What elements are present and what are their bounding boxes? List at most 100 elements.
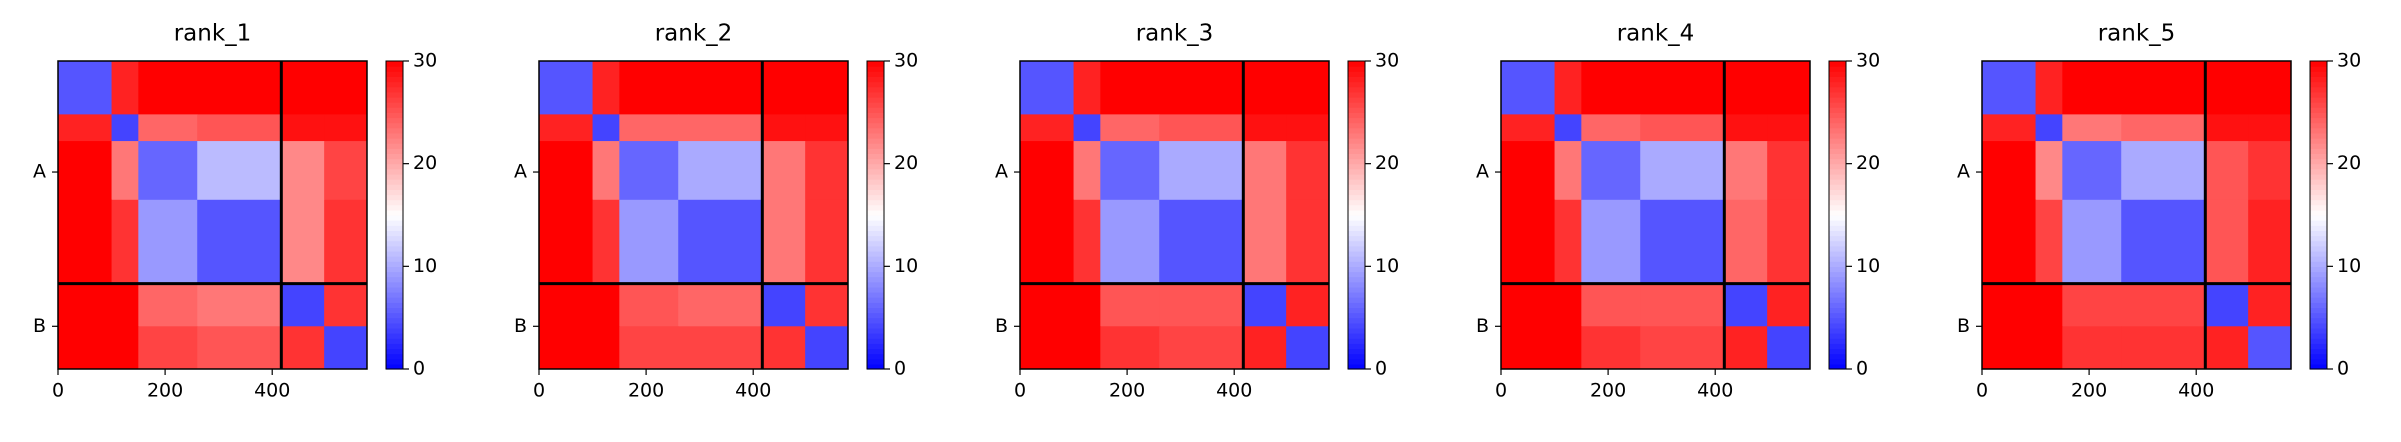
panel: rank_5 0 200 400 A B 0 10 20 30 [1957,21,2361,402]
heatmap-cell [2035,326,2063,370]
heatmap-cell [762,199,806,285]
heatmap-cell [197,326,282,370]
heatmap-cell [805,326,849,370]
colorbar-segment [1829,76,1846,83]
colorbar-segment [867,199,884,206]
colorbar-segment [386,312,403,319]
colorbar-segment [867,281,884,288]
heatmap-cell [197,114,282,142]
colorbar-frame [2309,60,2328,370]
x-tick-label: 0 [52,380,64,402]
colorbar-segment [1348,107,1365,113]
heatmap-cell [197,61,282,115]
colorbar-segment [386,184,403,190]
colorbar-segment [386,148,403,154]
colorbar-segment [867,317,884,324]
heatmap-cell [1243,283,1287,327]
heatmap-cell [1640,326,1725,370]
heatmap-cell [2248,61,2292,115]
colorbar-segment [867,66,884,72]
heatmap-cell [197,199,282,285]
x-tick-label: 200 [147,380,183,402]
colorbar-segment [2310,86,2327,93]
colorbar-segment [386,281,403,288]
colorbar-segment [1348,112,1365,119]
heatmap-cell [58,199,113,285]
heatmap-cell [1073,61,1101,115]
heatmap-cell [111,114,139,142]
heatmap-cell [762,326,806,370]
heatmap-cell [281,141,325,201]
colorbar-segment [1348,333,1365,339]
colorbar-segment [386,138,403,144]
colorbar-segment [867,353,884,360]
colorbar-segment [1829,61,1846,67]
colorbar-segment [1348,81,1365,88]
colorbar-segment [1348,276,1365,283]
colorbar-segment [867,343,884,350]
heatmap-cell [138,283,198,327]
heatmap-cell [1501,326,1556,370]
colorbar-segment [1829,168,1846,175]
heatmap-cell [1159,199,1244,285]
colorbar-segment [1829,158,1846,165]
heatmap-cell [1286,326,1330,370]
colorbar-tick-label: 30 [2337,50,2361,72]
heatmap-cell [58,114,113,142]
colorbar-segment [1348,327,1365,334]
colorbar-segment [2310,71,2327,77]
y-tick-label: B [1476,315,1489,337]
panel: rank_2 0 200 400 A B 0 10 20 30 [514,21,918,402]
heatmap-cell [539,114,594,142]
heatmap-cell [619,199,679,285]
colorbar-segment [1829,189,1846,196]
heatmap-cell [2035,114,2063,142]
heatmap-cell [2062,141,2122,201]
panel: rank_1 0 200 400 A B 0 10 20 30 [33,21,437,402]
colorbar-segment [1829,307,1846,314]
plot-frame [1500,60,1811,370]
colorbar-segment [2310,112,2327,119]
colorbar-segment [1348,363,1365,370]
x-tick-label: 400 [735,380,771,402]
heatmap-cell [1767,61,1811,115]
heatmap-cell [111,199,139,285]
heatmap-cell [1073,141,1101,201]
colorbar-segment [386,261,403,267]
heatmap-cell [1554,61,1582,115]
y-tick-label: A [514,161,527,183]
heatmap-cell [1286,199,1330,285]
colorbar-segment [1829,286,1846,293]
colorbar-segment [1348,158,1365,165]
x-tick-label: 400 [1697,380,1733,402]
colorbar-segment [2310,81,2327,88]
heatmap-cell [111,141,139,201]
heatmap-cell [805,114,849,142]
colorbar-segment [2310,225,2327,231]
heatmap-cell [1982,283,2037,327]
colorbar-tick-label: 0 [1856,358,1868,380]
heatmap-cell [2205,114,2249,142]
colorbar-segment [386,112,403,119]
colorbar-segment [2310,102,2327,108]
colorbar-segment [386,66,403,72]
colorbar-segment [1829,358,1846,365]
heatmap-cell [1767,283,1811,327]
heatmap-cell [1554,283,1582,327]
colorbar-segment [1829,281,1846,288]
heatmap-cell [678,199,763,285]
heatmap-cell [1581,326,1641,370]
colorbar-segment [386,107,403,113]
heatmap-cell [1581,283,1641,327]
colorbar-segment [1829,348,1846,355]
heatmap-cell [58,61,113,115]
colorbar-tick-label: 20 [1375,152,1399,174]
colorbar-segment [1829,209,1846,216]
colorbar-segment [386,235,403,242]
colorbar-segment [1348,132,1365,139]
colorbar-segment [2310,153,2327,160]
colorbar-segment [867,286,884,293]
heatmap-cell [592,61,620,115]
heatmap-cell [281,61,325,115]
heatmap-cell [2121,283,2206,327]
